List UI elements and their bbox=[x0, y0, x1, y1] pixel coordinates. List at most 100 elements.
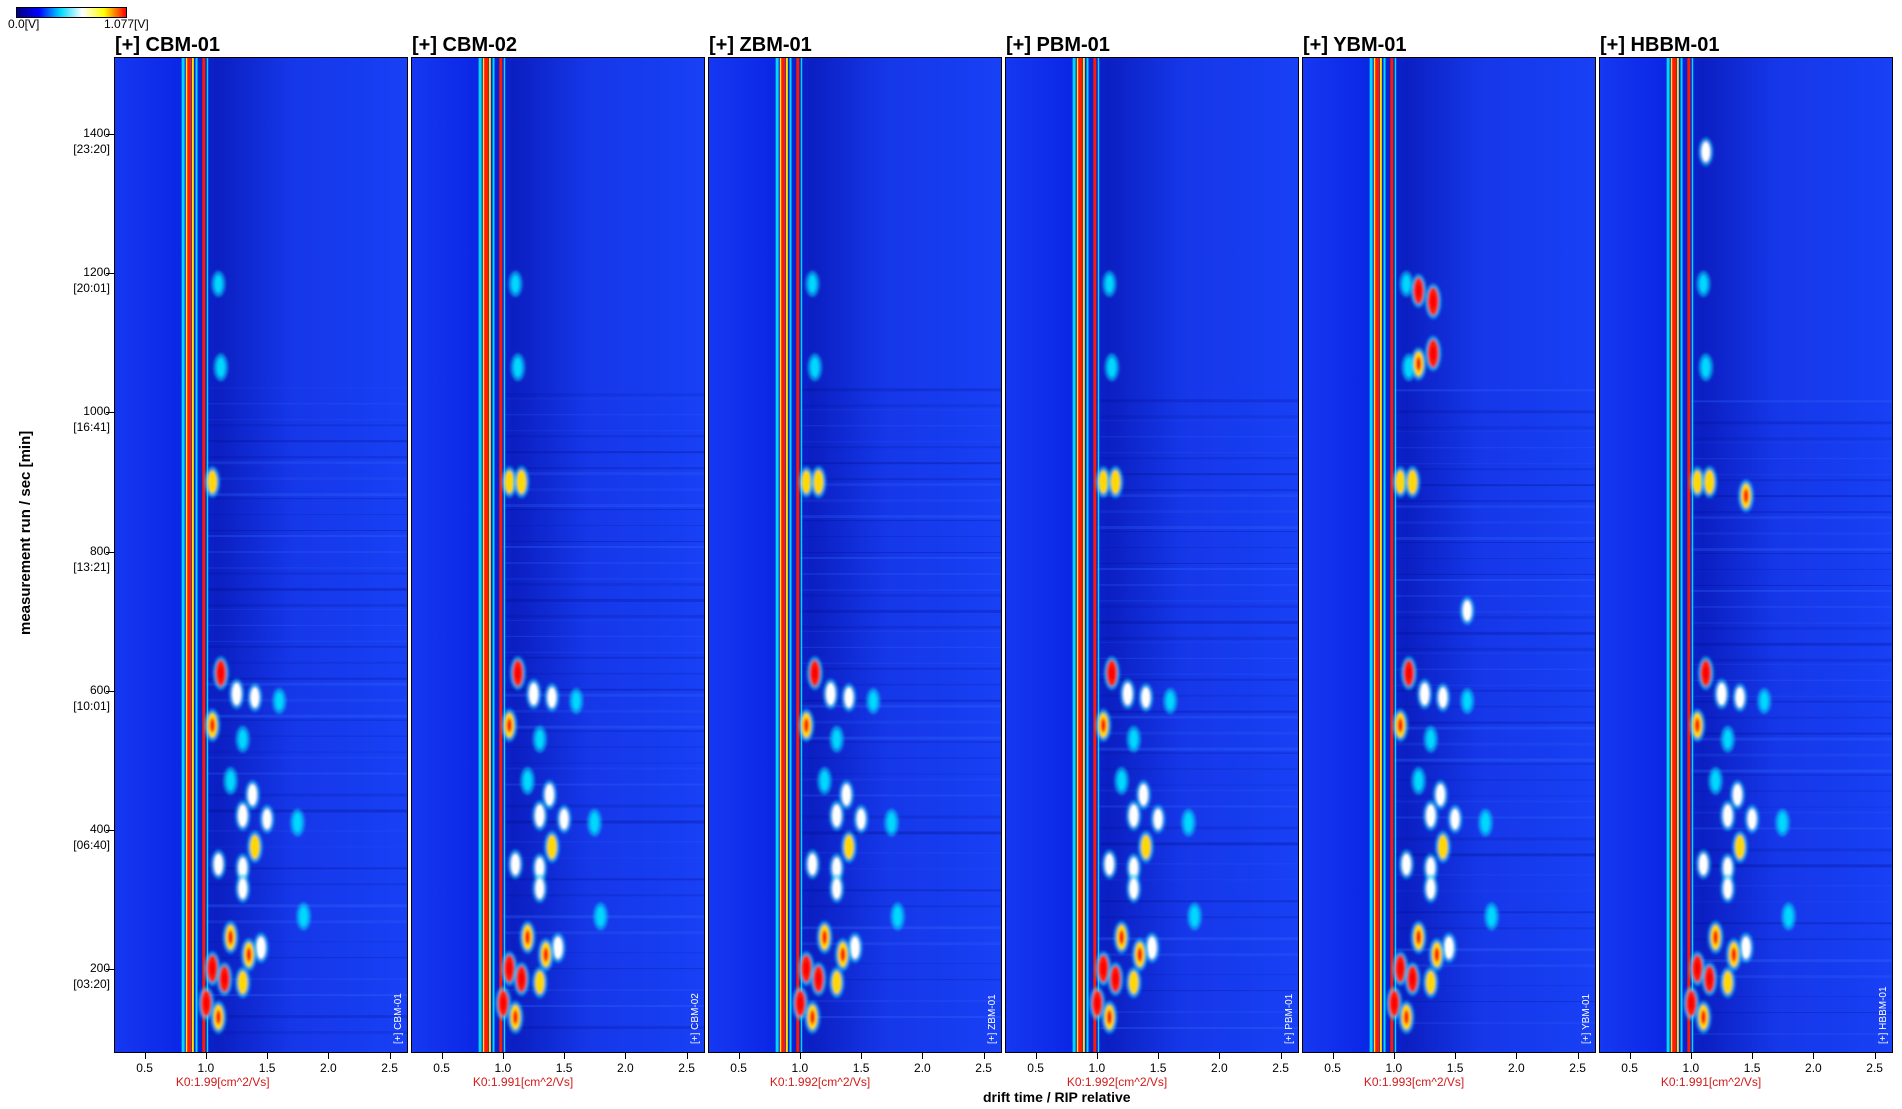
background-streak bbox=[206, 883, 407, 886]
peak-spot bbox=[829, 725, 844, 753]
peak-spot bbox=[1104, 353, 1120, 382]
background-streak bbox=[206, 571, 407, 575]
background-streak bbox=[800, 773, 1001, 775]
background-streak bbox=[206, 735, 407, 737]
x-tick-label: 1.5 bbox=[852, 1061, 870, 1075]
background-streak bbox=[1691, 516, 1892, 520]
background-streak bbox=[800, 552, 1001, 554]
peak-spot bbox=[1697, 656, 1715, 691]
background-streak bbox=[206, 493, 407, 497]
background-streak bbox=[206, 846, 407, 848]
peak-spot bbox=[1757, 687, 1772, 714]
panel-vertical-label: [+] CBM-02 bbox=[690, 993, 701, 1044]
peak-spot bbox=[817, 766, 832, 795]
x-tick-label: 2.5 bbox=[1569, 1061, 1586, 1075]
background-streak bbox=[1097, 1011, 1298, 1014]
background-streak bbox=[206, 941, 407, 943]
background-streak bbox=[1097, 710, 1298, 713]
peak-spot bbox=[507, 1000, 524, 1034]
background-streak bbox=[503, 614, 704, 618]
colorbar-max-label: 1.077[V] bbox=[104, 17, 149, 31]
background-streak bbox=[1097, 494, 1298, 498]
peak-spot bbox=[1400, 656, 1418, 691]
panel-title: [+] PBM-01 bbox=[1006, 34, 1110, 56]
peak-spot bbox=[222, 920, 239, 954]
background-streak bbox=[1394, 742, 1595, 746]
y-tick-label: 200 bbox=[89, 961, 110, 976]
background-streak bbox=[1097, 641, 1298, 643]
peak-spot bbox=[1737, 479, 1755, 513]
k0-label: K0:1.992[cm^2/Vs] bbox=[1066, 1075, 1168, 1089]
peak-spot bbox=[587, 808, 602, 837]
peak-spot bbox=[495, 986, 512, 1021]
background-streak bbox=[1097, 399, 1298, 403]
peak-spot bbox=[1478, 808, 1493, 837]
background-streak bbox=[206, 677, 407, 680]
peak-spot bbox=[244, 779, 261, 810]
x-tick-label: 0.5 bbox=[730, 1061, 747, 1075]
peak-spot bbox=[1683, 986, 1700, 1021]
background-streak bbox=[800, 736, 1001, 740]
heatmap-panel: [+] CBM-01 bbox=[114, 57, 408, 1053]
background-streak bbox=[1097, 1027, 1298, 1030]
background-streak bbox=[206, 440, 407, 443]
background-streak bbox=[503, 762, 704, 764]
background-streak bbox=[800, 441, 1001, 443]
background-streak bbox=[206, 1015, 407, 1019]
peak-spot bbox=[508, 270, 523, 297]
background-streak bbox=[1691, 548, 1892, 552]
background-streak bbox=[1394, 874, 1595, 876]
peak-spot bbox=[1398, 1000, 1415, 1034]
peak-spot bbox=[1107, 961, 1124, 997]
peak-spot bbox=[1781, 902, 1796, 931]
background-streak bbox=[503, 894, 704, 897]
background-streak bbox=[1691, 584, 1892, 586]
x-tick-mark bbox=[441, 1053, 443, 1059]
background-streak bbox=[206, 640, 407, 642]
x-tick-mark bbox=[1690, 1053, 1692, 1059]
background-streak bbox=[1394, 964, 1595, 968]
peak-spot bbox=[1404, 961, 1421, 997]
background-streak bbox=[1394, 705, 1595, 708]
peak-spot bbox=[1701, 465, 1718, 499]
background-streak bbox=[1394, 542, 1595, 544]
background-streak bbox=[1691, 774, 1892, 776]
peak-spot bbox=[1422, 966, 1439, 999]
plot-background bbox=[115, 58, 407, 1052]
x-tick-label: 2.5 bbox=[975, 1061, 992, 1075]
colorbar bbox=[16, 7, 127, 18]
peak-spot bbox=[1416, 678, 1433, 710]
background-streak bbox=[800, 404, 1001, 408]
background-streak bbox=[206, 793, 407, 797]
peak-spot bbox=[807, 353, 823, 382]
peak-spot bbox=[532, 725, 547, 753]
background-streak bbox=[1691, 848, 1892, 852]
background-streak bbox=[1394, 431, 1595, 433]
peak-spot bbox=[1126, 800, 1142, 831]
background-streak bbox=[206, 514, 407, 516]
background-streak bbox=[1394, 652, 1595, 654]
background-streak bbox=[800, 1016, 1001, 1019]
background-streak bbox=[1394, 615, 1595, 619]
background-streak bbox=[800, 588, 1001, 591]
peak-spot bbox=[1095, 708, 1112, 742]
background-streak bbox=[503, 857, 704, 859]
peak-spot bbox=[828, 966, 845, 999]
peak-spot bbox=[1719, 966, 1736, 999]
y-tick-label: 1200 bbox=[83, 264, 110, 279]
y-tick-sublabel: [06:40] bbox=[73, 838, 110, 853]
background-streak bbox=[503, 393, 704, 397]
y-tick-mark bbox=[106, 272, 114, 274]
peak-spot bbox=[1102, 270, 1117, 297]
y-tick-label: 600 bbox=[89, 682, 110, 697]
background-streak bbox=[1097, 805, 1298, 808]
background-streak bbox=[1691, 769, 1892, 773]
background-streak bbox=[503, 467, 704, 470]
plot-background bbox=[1303, 58, 1595, 1052]
peak-spot bbox=[223, 766, 238, 795]
background-streak bbox=[1097, 636, 1298, 640]
peak-spot bbox=[1713, 678, 1730, 710]
panel-title: [+] ZBM-01 bbox=[709, 34, 812, 56]
background-streak bbox=[1394, 500, 1595, 503]
x-tick-label: 2.5 bbox=[1272, 1061, 1289, 1075]
